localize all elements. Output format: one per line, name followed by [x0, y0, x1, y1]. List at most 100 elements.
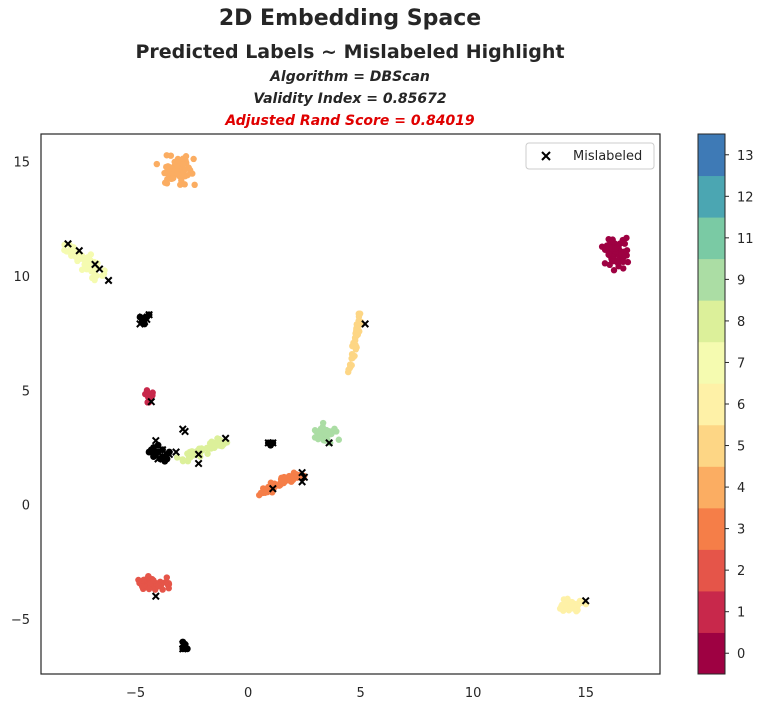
adjusted-rand-score-label: Adjusted Rand Score = 0.84019 [225, 113, 475, 129]
mislabeled-marker [298, 477, 307, 486]
mislabeled-marker [158, 445, 167, 454]
data-point [81, 261, 88, 268]
mislabeled-marker [181, 427, 189, 436]
colorbar-segment [698, 383, 725, 426]
data-point [322, 429, 330, 436]
colorbar-label: 12 [737, 190, 754, 205]
data-point [191, 181, 198, 189]
mislabeled-marker [165, 450, 174, 459]
data-point [569, 602, 576, 610]
data-point [556, 605, 564, 612]
data-point [180, 160, 187, 167]
y-tick-label: 10 [13, 270, 30, 285]
y-axis: −5 0 5 10 15 [11, 155, 30, 628]
data-point [83, 265, 91, 273]
colorbar-label: 8 [737, 315, 745, 330]
colorbar-segment [698, 341, 725, 384]
mislabeled-marker [194, 459, 203, 468]
colorbar-label: 5 [737, 440, 745, 455]
data-point [618, 250, 625, 258]
data-point [211, 444, 218, 451]
data-point [331, 425, 338, 432]
cluster-2 [135, 572, 173, 593]
colorbar-label: 11 [737, 232, 754, 247]
y-tick-label: 0 [22, 499, 30, 514]
data-point [78, 266, 86, 273]
data-point [353, 344, 360, 351]
data-point [355, 310, 362, 317]
data-point [167, 152, 175, 159]
data-point [135, 576, 142, 584]
data-point [601, 260, 609, 267]
mislabeled-marker [145, 310, 153, 319]
data-point [624, 258, 632, 266]
mislabeled-marker [64, 239, 72, 248]
x-tick-label: 0 [244, 686, 252, 701]
validity-index-label: Validity Index = 0.85672 [253, 91, 447, 107]
data-point [621, 240, 629, 247]
data-point [316, 434, 323, 441]
mislabeled-marker [151, 436, 160, 445]
data-point [610, 267, 618, 274]
colorbar-label: 4 [737, 481, 745, 496]
cluster-0 [598, 234, 632, 274]
colorbar-segment [698, 217, 725, 260]
y-tick-label: 5 [22, 384, 30, 399]
mislabeled-layer [64, 239, 590, 653]
data-point [169, 175, 176, 182]
colorbar-segment [698, 507, 725, 550]
data-point [351, 337, 359, 344]
data-point [614, 257, 621, 265]
data-point [155, 581, 162, 589]
mislabeled-marker [142, 315, 151, 324]
data-point [87, 251, 95, 258]
data-point [181, 181, 188, 188]
chart-title: 2D Embedding Space [218, 6, 482, 31]
data-point [173, 454, 181, 461]
data-point [185, 164, 192, 171]
data-point [293, 471, 300, 478]
data-point [346, 361, 354, 368]
data-point [179, 456, 186, 463]
x-axis: −5 0 5 10 15 [126, 686, 594, 701]
data-point [176, 173, 183, 180]
colorbar-segment [698, 549, 725, 592]
data-point [356, 328, 363, 335]
colorbar-frame [697, 133, 726, 675]
data-point [204, 450, 211, 457]
colorbar-segment [698, 175, 725, 218]
y-tick-label: 15 [13, 155, 30, 170]
data-point [139, 583, 146, 590]
algorithm-label: Algorithm = DBScan [270, 69, 430, 85]
data-point [161, 169, 168, 177]
data-point [605, 250, 612, 258]
data-point [288, 478, 295, 485]
cluster-7 [61, 241, 108, 284]
mislabeled-marker [172, 448, 180, 456]
data-point [184, 457, 192, 464]
data-point [80, 255, 87, 263]
data-point [145, 572, 152, 580]
mislabeled-marker [268, 438, 277, 447]
data-point [220, 440, 228, 448]
data-point [85, 257, 93, 264]
mislabeled-marker [104, 276, 113, 285]
data-point [153, 160, 161, 168]
data-point [184, 171, 191, 179]
cluster-5 [344, 310, 365, 376]
data-point [165, 579, 172, 587]
mislabeled-marker [325, 438, 334, 447]
mislabeled-marker [95, 265, 104, 273]
mislabeled-marker [581, 596, 590, 605]
mislabeled-marker [149, 448, 158, 456]
data-point [190, 155, 197, 163]
data-point [612, 245, 619, 252]
cluster-9 [311, 419, 343, 447]
colorbar-label: 3 [737, 523, 745, 538]
mislabeled-marker [138, 313, 147, 321]
colorbar-label: 7 [737, 356, 745, 371]
mislabeled-marker [75, 246, 84, 255]
data-point [281, 475, 288, 483]
data-point [311, 427, 319, 434]
